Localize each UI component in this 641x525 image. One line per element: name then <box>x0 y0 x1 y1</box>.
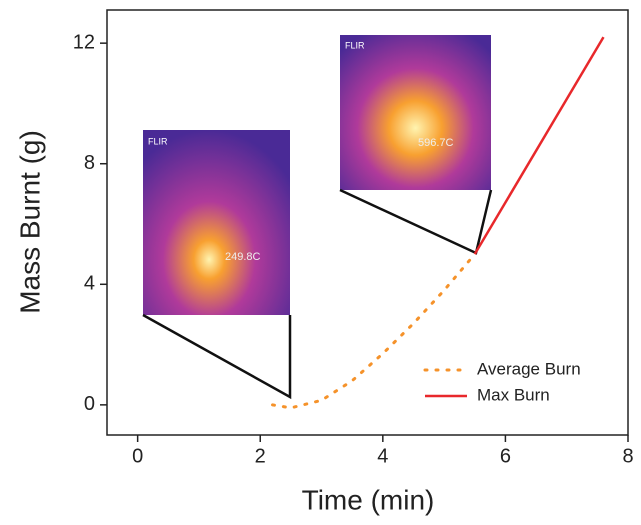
x-tick-label: 8 <box>622 445 633 467</box>
callout-line <box>339 188 493 255</box>
legend-label: Average Burn <box>477 359 581 378</box>
callout-line <box>142 313 292 400</box>
x-tick-label: 6 <box>500 445 511 467</box>
y-tick-label: 4 <box>84 273 95 295</box>
x-tick-label: 4 <box>377 445 388 467</box>
y-tick-label: 0 <box>84 393 95 415</box>
series-line <box>270 252 477 410</box>
inset-temp: 596.7C <box>418 137 454 149</box>
y-tick-label: 8 <box>84 152 95 174</box>
x-tick-label: 2 <box>255 445 266 467</box>
y-tick-label: 12 <box>73 31 95 53</box>
thermal-image <box>340 35 491 190</box>
inset-label: FLIR <box>345 40 365 50</box>
thermal-image <box>143 130 290 315</box>
series-line <box>473 36 605 255</box>
insets: FLIR 249.8C FLIR 596.7C <box>142 35 493 400</box>
legend-label: Max Burn <box>477 385 550 404</box>
plot-frame <box>106 9 629 436</box>
x-tick-label: 0 <box>132 445 143 467</box>
inset-temp: 249.8C <box>225 251 261 263</box>
x-axis-label: Time (min) <box>302 484 435 515</box>
y-axis-label: Mass Burnt (g) <box>14 130 45 314</box>
inset-label: FLIR <box>148 136 168 146</box>
